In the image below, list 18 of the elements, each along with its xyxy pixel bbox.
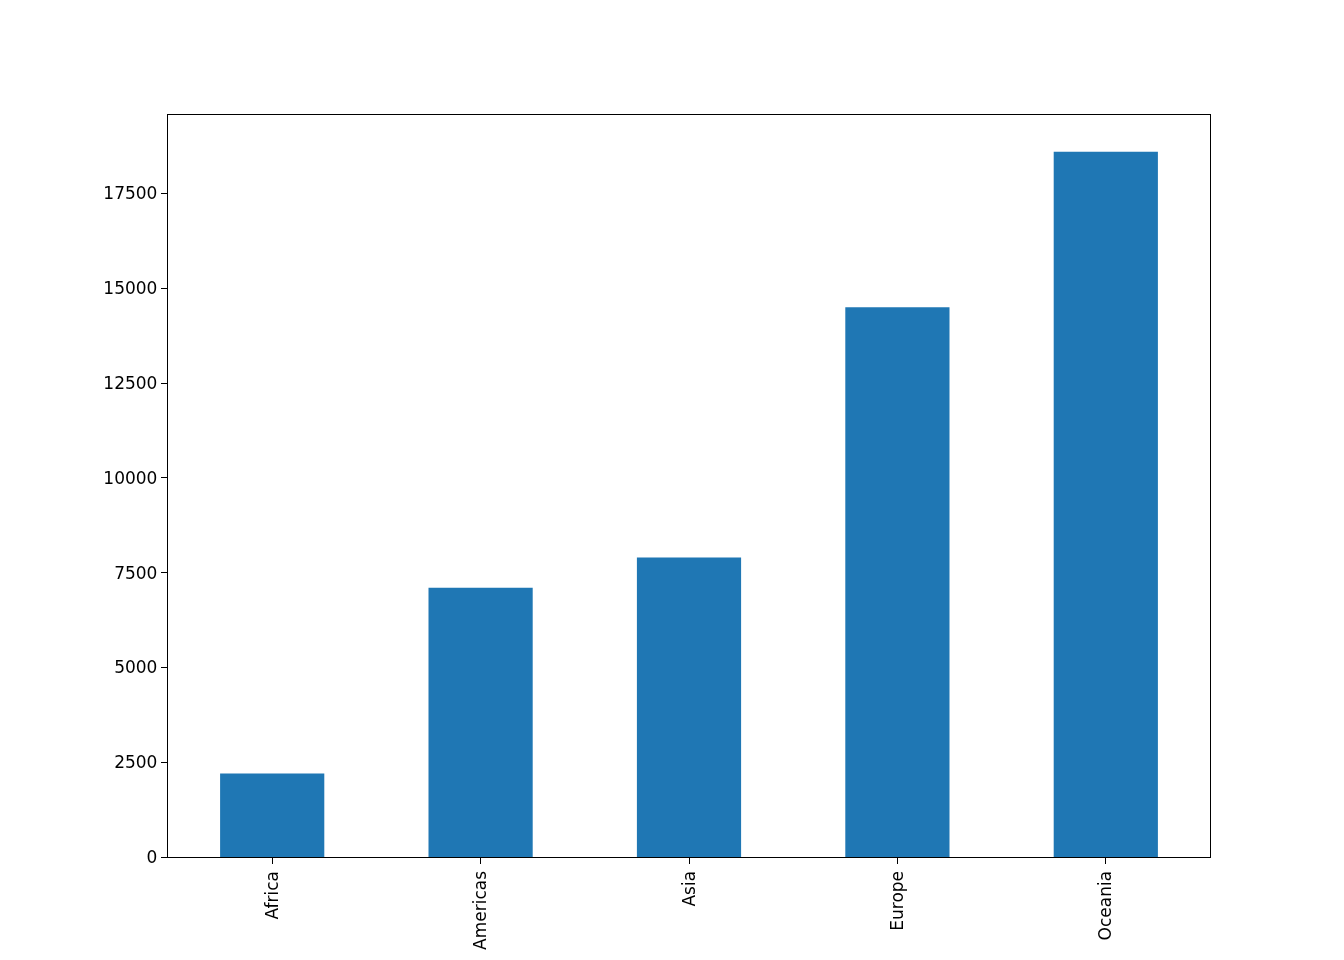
bar bbox=[1053, 151, 1158, 857]
bar bbox=[428, 587, 533, 857]
y-tick-label: 15000 bbox=[103, 278, 158, 299]
y-tick-label: 10000 bbox=[103, 467, 158, 488]
y-tick-label: 12500 bbox=[103, 373, 158, 394]
x-tick-label: Americas bbox=[470, 870, 491, 950]
bar bbox=[845, 307, 950, 857]
x-tick-label: Europe bbox=[886, 870, 907, 931]
y-tick-label: 17500 bbox=[103, 183, 158, 204]
y-tick-label: 0 bbox=[146, 846, 158, 867]
bar bbox=[220, 773, 325, 857]
y-tick-label: 7500 bbox=[114, 562, 158, 583]
y-tick-label: 5000 bbox=[114, 657, 158, 678]
y-tick-label: 2500 bbox=[114, 752, 158, 773]
x-tick-label: Africa bbox=[261, 870, 282, 920]
x-tick-label: Oceania bbox=[1095, 870, 1116, 941]
x-tick-label: Asia bbox=[678, 870, 699, 907]
bar bbox=[636, 557, 742, 857]
